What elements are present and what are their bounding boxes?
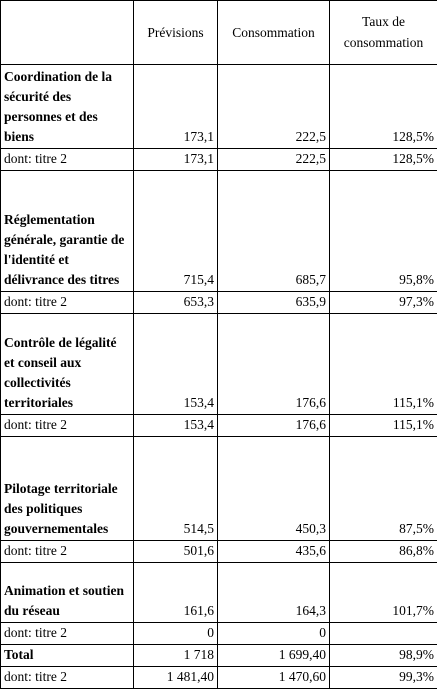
value-cell: 173,1	[134, 149, 218, 171]
value-cell: 101,7%	[330, 563, 437, 623]
row-label: dont: titre 2	[1, 292, 134, 314]
row-label: Animation et soutien du réseau	[1, 563, 134, 623]
value-cell: 128,5%	[330, 65, 437, 149]
value-cell: 0	[134, 623, 218, 645]
value-cell: 98,9%	[330, 645, 437, 667]
value-cell: 635,9	[218, 292, 330, 314]
value-cell: 715,4	[134, 171, 218, 292]
header-cell: Prévisions	[134, 1, 218, 65]
value-cell: 95,8%	[330, 171, 437, 292]
value-cell: 1 481,40	[134, 667, 218, 689]
value-cell: 176,6	[218, 415, 330, 437]
value-cell: 115,1%	[330, 314, 437, 415]
table-row: Pilotage territoriale des politiques gou…	[1, 437, 437, 541]
row-label: dont: titre 2	[1, 623, 134, 645]
value-cell: 99,3%	[330, 667, 437, 689]
value-cell: 86,8%	[330, 541, 437, 563]
row-label: dont: titre 2	[1, 667, 134, 689]
value-cell: 173,1	[134, 65, 218, 149]
value-cell: 0	[218, 623, 330, 645]
value-cell: 653,3	[134, 292, 218, 314]
row-label: Coordination de la sécurité des personne…	[1, 65, 134, 149]
table-row: Réglementation générale, garantie de l'i…	[1, 171, 437, 292]
row-label: dont: titre 2	[1, 149, 134, 171]
value-cell: 514,5	[134, 437, 218, 541]
value-cell: 450,3	[218, 437, 330, 541]
row-label: Total	[1, 645, 134, 667]
value-cell: 176,6	[218, 314, 330, 415]
row-label: dont: titre 2	[1, 415, 134, 437]
row-label: Réglementation générale, garantie de l'i…	[1, 171, 134, 292]
value-cell: 501,6	[134, 541, 218, 563]
value-cell: 161,6	[134, 563, 218, 623]
value-cell	[330, 623, 437, 645]
header-cell: Consommation	[218, 1, 330, 65]
table-row: Contrôle de légalité et conseil aux coll…	[1, 314, 437, 415]
value-cell: 1 699,40	[218, 645, 330, 667]
value-cell: 1 718	[134, 645, 218, 667]
header-cell	[1, 1, 134, 65]
value-cell: 153,4	[134, 314, 218, 415]
value-cell: 115,1%	[330, 415, 437, 437]
value-cell: 87,5%	[330, 437, 437, 541]
value-cell: 97,3%	[330, 292, 437, 314]
value-cell: 435,6	[218, 541, 330, 563]
value-cell: 222,5	[218, 65, 330, 149]
value-cell: 128,5%	[330, 149, 437, 171]
row-label: dont: titre 2	[1, 541, 134, 563]
table-row: Coordination de la sécurité des personne…	[1, 65, 437, 149]
value-cell: 1 470,60	[218, 667, 330, 689]
header-cell: Taux de consommation	[330, 1, 437, 65]
value-cell: 222,5	[218, 149, 330, 171]
row-label: Contrôle de légalité et conseil aux coll…	[1, 314, 134, 415]
value-cell: 153,4	[134, 415, 218, 437]
table-body: Coordination de la sécurité des personne…	[1, 65, 437, 689]
value-cell: 685,7	[218, 171, 330, 292]
value-cell: 164,3	[218, 563, 330, 623]
row-label: Pilotage territoriale des politiques gou…	[1, 437, 134, 541]
header-row: Prévisions Consommation Taux de consomma…	[1, 1, 437, 65]
